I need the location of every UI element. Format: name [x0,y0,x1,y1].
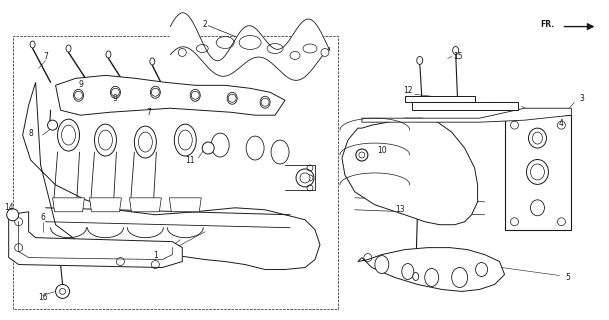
Ellipse shape [424,268,438,286]
Ellipse shape [190,89,200,101]
Ellipse shape [527,159,549,184]
Text: FR.: FR. [540,20,554,29]
Ellipse shape [150,86,160,98]
Ellipse shape [227,92,237,104]
Text: 8: 8 [28,129,33,138]
Ellipse shape [402,264,414,279]
Circle shape [55,284,69,298]
Polygon shape [55,76,285,115]
Text: 5: 5 [565,273,570,282]
Polygon shape [504,115,571,230]
Ellipse shape [135,126,157,158]
Ellipse shape [99,130,113,150]
Ellipse shape [271,140,289,164]
Ellipse shape [178,130,192,150]
Circle shape [152,88,160,96]
Polygon shape [412,102,518,110]
Ellipse shape [375,256,389,274]
Ellipse shape [110,86,121,98]
Text: 3: 3 [579,94,584,103]
Text: 15: 15 [453,52,462,61]
Ellipse shape [417,56,423,64]
Ellipse shape [529,128,546,148]
Circle shape [7,209,19,221]
Polygon shape [90,198,121,212]
Polygon shape [169,198,201,212]
Text: 7: 7 [43,52,48,61]
Text: 9: 9 [113,94,118,103]
Circle shape [202,142,214,154]
Ellipse shape [452,268,468,287]
Text: 13: 13 [395,205,404,214]
Ellipse shape [246,136,264,160]
Ellipse shape [413,273,419,280]
Circle shape [178,49,186,56]
Ellipse shape [260,96,270,108]
Polygon shape [342,118,477,225]
Circle shape [300,173,310,183]
Ellipse shape [174,124,196,156]
Polygon shape [362,108,571,122]
Ellipse shape [150,58,155,65]
Ellipse shape [66,45,71,52]
Text: 4: 4 [559,119,564,128]
Circle shape [261,98,269,106]
Ellipse shape [530,164,544,180]
Ellipse shape [62,125,76,145]
Text: 16: 16 [38,293,48,302]
Polygon shape [358,248,504,292]
Text: 6: 6 [40,213,45,222]
Polygon shape [405,96,474,102]
Text: 2: 2 [203,20,208,29]
Circle shape [111,88,119,96]
Polygon shape [23,82,320,269]
Ellipse shape [74,89,83,101]
Circle shape [356,149,368,161]
Circle shape [48,120,58,130]
Ellipse shape [532,132,543,144]
Polygon shape [9,212,182,268]
Circle shape [296,169,314,187]
Text: 10: 10 [377,146,387,155]
Circle shape [191,91,199,99]
Polygon shape [129,198,161,212]
Ellipse shape [476,262,488,276]
Polygon shape [171,13,330,80]
Text: 14: 14 [4,203,13,212]
Ellipse shape [106,51,111,58]
Circle shape [228,94,236,102]
Text: 9: 9 [78,80,83,89]
Ellipse shape [452,46,459,54]
Ellipse shape [530,200,544,216]
Text: 12: 12 [403,86,412,95]
Ellipse shape [211,133,229,157]
Circle shape [74,91,82,99]
Circle shape [321,49,329,56]
Text: 1: 1 [153,251,158,260]
Ellipse shape [58,119,80,151]
Text: 11: 11 [186,156,195,164]
Ellipse shape [138,132,152,152]
Ellipse shape [94,124,116,156]
Ellipse shape [30,41,35,48]
Text: 7: 7 [146,108,151,117]
Polygon shape [52,198,85,212]
